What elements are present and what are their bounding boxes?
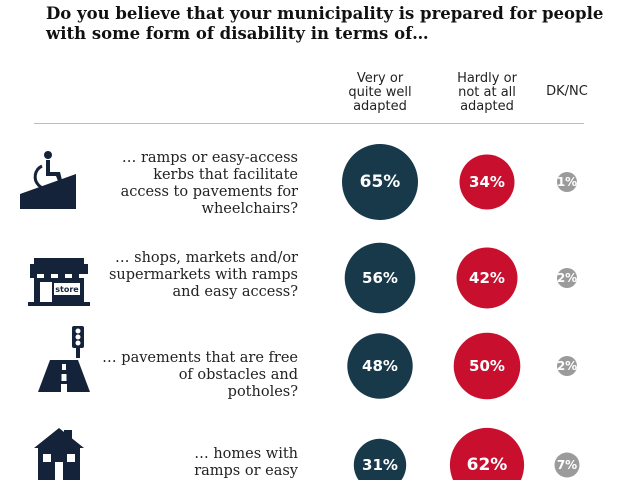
traffic-light-road-icon (38, 326, 90, 392)
column-header-line: not at all (458, 85, 516, 100)
header-divider (34, 123, 584, 124)
bubble (557, 172, 577, 192)
row-label-1: … shops, markets and/or supermarkets with… (90, 250, 298, 301)
bubble (347, 333, 413, 399)
bubble-value-label: 7% (557, 458, 577, 472)
bubble-value-label: 2% (557, 271, 577, 285)
row-label-line: wheelchairs? (201, 201, 298, 217)
row-label-line: of obstacles and (178, 367, 298, 383)
row-label-line: … pavements that are free (102, 350, 298, 366)
bubble-value-label: 2% (557, 359, 577, 373)
store-sign: store (55, 285, 79, 294)
bubble (453, 332, 521, 400)
row-label-3: … homes with ramps or easy (90, 446, 298, 480)
row-label-line: potholes? (227, 384, 298, 400)
bubble-value-label: 50% (469, 357, 505, 375)
column-header-line: adapted (460, 99, 514, 114)
bubble (557, 268, 577, 288)
column-header-line: DK/NC (546, 84, 588, 99)
column-header-0: Very or quite well adapted (330, 72, 430, 114)
column-header-line: adapted (353, 99, 407, 114)
bubble-value-label: 31% (362, 456, 398, 474)
chart-title: Do you believe that your municipality is… (46, 4, 604, 43)
bubble (449, 427, 525, 480)
column-header-line: quite well (348, 85, 412, 100)
bubble (353, 438, 407, 480)
bubble (554, 452, 580, 478)
bubble (557, 356, 577, 376)
row-label-line: … ramps or easy-access (121, 150, 298, 166)
column-header-2: DK/NC (517, 85, 617, 99)
row-label-0: … ramps or easy-access kerbs that facilit… (90, 150, 298, 218)
column-header-line: Hardly or (457, 71, 517, 86)
bubble (344, 242, 416, 314)
wheelchair-ramp-icon (20, 151, 76, 209)
bubble-value-label: 65% (360, 172, 401, 192)
row-label-line: ramps or easy (194, 463, 298, 479)
row-label-line: … shops, markets and/or (115, 250, 298, 266)
bubble-value-label: 56% (362, 269, 398, 287)
house-icon (34, 428, 84, 480)
bubble-value-label: 34% (469, 173, 505, 191)
row-label-line: supermarkets with ramps (108, 267, 298, 283)
row-label-2: … pavements that are free of obstacles an… (90, 350, 298, 401)
bubble-value-label: 62% (467, 455, 508, 475)
bubble (459, 154, 515, 210)
bubble-value-label: 1% (557, 175, 577, 189)
bubble (456, 247, 518, 309)
row-label-line: … homes with (194, 446, 298, 462)
row-label-line: kerbs that facilitate (153, 167, 298, 183)
store-icon: store (28, 258, 90, 306)
row-label-line: and easy access? (172, 284, 298, 300)
column-header-line: Very or (356, 71, 404, 86)
bubble-value-label: 48% (362, 357, 398, 375)
column-header-1: Hardly or not at all adapted (437, 72, 537, 114)
bubble-value-label: 42% (469, 269, 505, 287)
row-label-line: access to pavements for (120, 184, 298, 200)
bubble (342, 144, 418, 220)
